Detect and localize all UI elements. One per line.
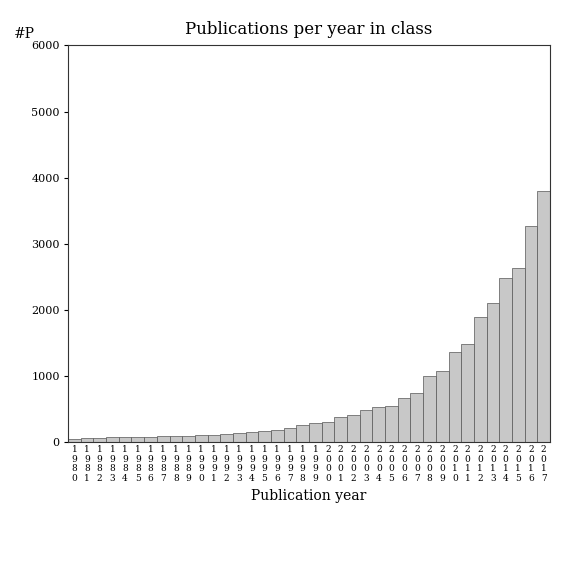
Bar — [538, 191, 550, 442]
Bar — [233, 433, 246, 442]
Bar — [321, 422, 335, 442]
Bar — [347, 415, 359, 442]
Bar — [461, 344, 474, 442]
Bar — [411, 393, 423, 442]
Bar — [524, 226, 538, 442]
Y-axis label: #P: #P — [14, 27, 35, 41]
Bar — [220, 434, 233, 442]
Bar — [170, 436, 182, 442]
Bar — [500, 278, 512, 442]
Bar — [373, 407, 385, 442]
Bar — [512, 268, 524, 442]
Bar — [448, 352, 461, 442]
Bar — [144, 437, 157, 442]
Bar — [132, 437, 144, 442]
Bar — [309, 424, 321, 442]
Bar — [195, 435, 208, 442]
Bar — [271, 430, 284, 442]
Bar — [246, 433, 259, 442]
Bar — [182, 435, 195, 442]
Bar — [119, 437, 132, 442]
Bar — [106, 437, 119, 442]
Bar — [423, 376, 436, 442]
Bar — [259, 431, 271, 442]
Bar — [94, 438, 106, 442]
Bar — [68, 439, 81, 442]
Bar — [398, 397, 411, 442]
Bar — [81, 438, 94, 442]
Bar — [297, 425, 309, 442]
Bar — [335, 417, 347, 442]
Bar — [284, 428, 297, 442]
Bar — [385, 405, 398, 442]
Bar — [208, 435, 220, 442]
Bar — [486, 303, 500, 442]
Bar — [359, 409, 373, 442]
X-axis label: Publication year: Publication year — [251, 489, 367, 503]
Bar — [436, 371, 448, 442]
Title: Publications per year in class: Publications per year in class — [185, 21, 433, 38]
Bar — [157, 437, 170, 442]
Bar — [474, 316, 486, 442]
